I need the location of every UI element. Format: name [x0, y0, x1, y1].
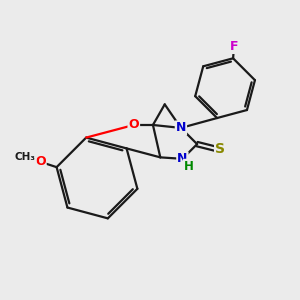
Text: F: F: [230, 40, 238, 53]
Text: N: N: [176, 122, 186, 134]
Text: N: N: [177, 152, 188, 165]
Text: CH₃: CH₃: [15, 152, 36, 162]
Text: H: H: [184, 160, 194, 173]
Text: O: O: [128, 118, 139, 131]
Text: O: O: [35, 155, 46, 168]
Text: S: S: [215, 142, 225, 155]
